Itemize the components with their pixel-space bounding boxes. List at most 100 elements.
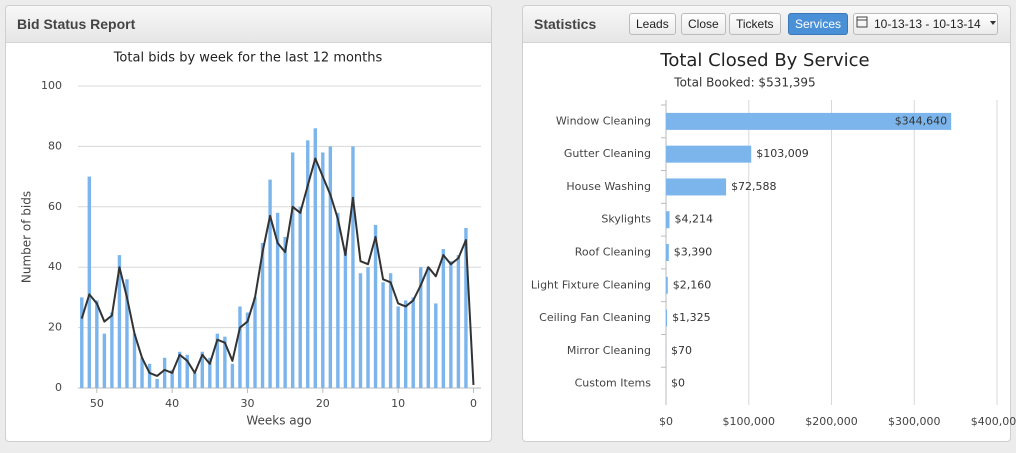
- value-label: $72,588: [731, 180, 777, 193]
- bar: [110, 312, 114, 388]
- bar: [155, 378, 159, 388]
- tab-button[interactable]: Services: [788, 13, 849, 35]
- bar: [449, 261, 453, 388]
- bar: [95, 300, 99, 388]
- bar: [132, 333, 137, 388]
- y-tick-label: Custom Items: [575, 377, 652, 390]
- y-tick-label: 20: [48, 321, 62, 334]
- value-label: $344,640: [895, 114, 948, 127]
- bar: [200, 351, 204, 388]
- bar: [666, 178, 727, 196]
- bar: [313, 128, 317, 388]
- bar: [238, 306, 242, 388]
- bar: [351, 146, 355, 388]
- y-tick-label: Roof Cleaning: [575, 246, 651, 259]
- stats-panel: Statistics Leads Close Tickets Services …: [522, 5, 1011, 442]
- tab-button[interactable]: Tickets: [729, 13, 781, 35]
- chart-subtitle: Total Booked: $531,395: [673, 76, 815, 90]
- date-range-picker[interactable]: 10-13-13 - 10-13-14: [853, 13, 998, 35]
- panel-header: Statistics Leads Close Tickets Services …: [523, 6, 1010, 43]
- x-tick-label: 10: [391, 397, 405, 410]
- bar: [245, 312, 250, 388]
- bar: [426, 267, 430, 388]
- calendar-icon: [856, 16, 868, 28]
- chart-title: Total Closed By Service: [659, 50, 869, 71]
- y-tick-label: Skylights: [601, 213, 651, 226]
- bar: [223, 336, 227, 388]
- bar: [147, 363, 152, 388]
- x-tick-label: $100,000: [723, 415, 776, 428]
- bar: [388, 273, 393, 388]
- value-label: $3,390: [674, 246, 713, 259]
- value-label: $0: [671, 377, 685, 390]
- bar: [80, 297, 84, 388]
- bar: [268, 179, 272, 388]
- y-tick-label: House Washing: [566, 180, 651, 193]
- value-label: $103,009: [756, 147, 809, 160]
- bar: [260, 243, 265, 388]
- bar: [464, 227, 468, 388]
- bar: [140, 357, 144, 388]
- x-axis-title: Weeks ago: [246, 414, 311, 428]
- x-tick-label: $300,000: [888, 415, 941, 428]
- y-tick-label: 60: [48, 200, 62, 213]
- bar: [321, 152, 325, 388]
- bar: [298, 206, 302, 388]
- value-label: $4,214: [674, 213, 713, 226]
- bar: [117, 255, 122, 388]
- bar: [666, 112, 952, 130]
- bar: [290, 152, 295, 388]
- bar: [411, 297, 415, 388]
- bar: [666, 211, 670, 229]
- bar: [328, 146, 333, 388]
- x-tick-label: $400,000: [971, 415, 1016, 428]
- bar: [208, 357, 212, 388]
- bar: [419, 267, 423, 388]
- bar: [403, 300, 408, 388]
- bar: [283, 237, 287, 388]
- panel-title: Statistics: [534, 16, 597, 32]
- x-tick-label: 50: [90, 397, 104, 410]
- x-tick-label: 30: [240, 397, 254, 410]
- x-tick-label: 20: [316, 397, 330, 410]
- bar: [666, 244, 669, 261]
- trend-line: [80, 157, 475, 386]
- bar: [87, 176, 91, 388]
- y-tick-label: Ceiling Fan Cleaning: [539, 311, 651, 324]
- bar: [306, 140, 310, 388]
- bar: [396, 306, 400, 388]
- panel-header: Bid Status Report: [6, 6, 491, 43]
- panel-title: Bid Status Report: [17, 16, 136, 32]
- tab-button[interactable]: Close: [681, 13, 726, 35]
- value-label: $2,160: [673, 278, 712, 291]
- bar: [666, 309, 668, 327]
- bar: [381, 282, 385, 388]
- bar: [441, 249, 446, 388]
- y-tick-label: Window Cleaning: [556, 114, 651, 127]
- date-range: 10-13-13 - 10-13-14: [874, 17, 981, 31]
- y-tick-label: Mirror Cleaning: [567, 344, 651, 357]
- x-tick-label: 0: [470, 397, 477, 410]
- value-label: $70: [671, 344, 692, 357]
- bar: [102, 333, 107, 388]
- bar: [666, 276, 668, 294]
- bar: [666, 145, 752, 163]
- bar: [336, 212, 340, 388]
- x-tick-label: $200,000: [805, 415, 858, 428]
- caret: [990, 21, 996, 25]
- bar: [177, 351, 182, 388]
- x-tick-label: 40: [165, 397, 179, 410]
- y-tick-label: Light Fixture Cleaning: [531, 278, 651, 291]
- bar: [343, 252, 348, 388]
- bar: [373, 224, 378, 388]
- bar: [185, 354, 189, 388]
- y-tick-label: Gutter Cleaning: [564, 147, 651, 160]
- tab-button[interactable]: Leads: [629, 13, 676, 35]
- bar: [215, 333, 220, 388]
- y-axis-title: Number of bids: [20, 191, 34, 283]
- bar: [456, 255, 461, 388]
- bar: [162, 357, 167, 388]
- bar: [193, 372, 197, 388]
